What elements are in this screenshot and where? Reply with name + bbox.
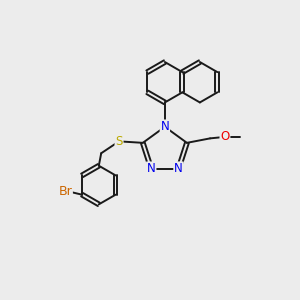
Text: Br: Br: [58, 185, 72, 198]
Text: N: N: [174, 162, 183, 175]
Text: N: N: [147, 162, 156, 175]
Text: S: S: [115, 135, 123, 148]
Text: O: O: [220, 130, 230, 143]
Text: N: N: [160, 120, 169, 133]
